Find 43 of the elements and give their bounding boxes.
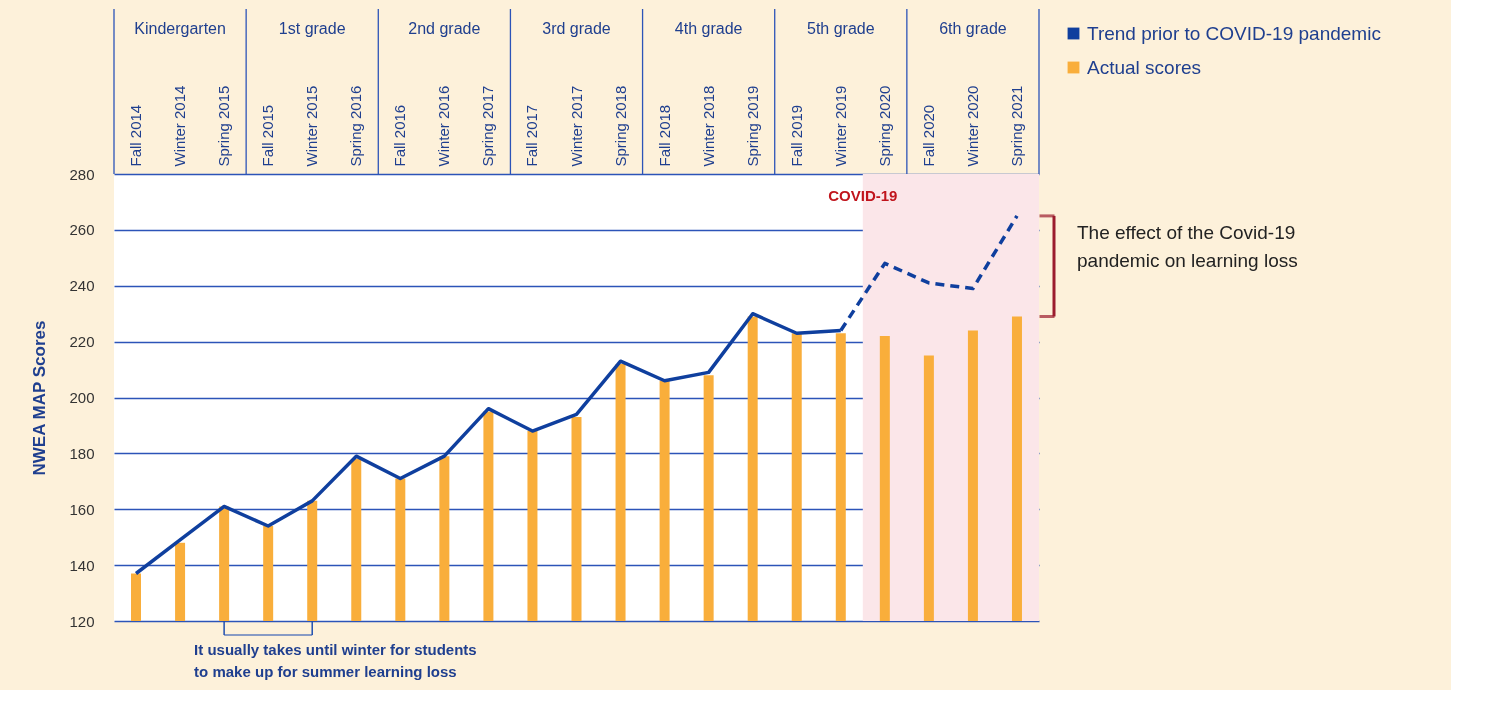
text: Kindergarten [134,20,226,37]
x-tick-label: Winter 2014 [171,85,189,167]
x-tick-label: Spring 2017 [479,85,497,167]
y-tick-label: 280 [69,165,95,183]
x-tick-label: Fall 2014 [127,104,145,167]
x-tick-label: Spring 2015 [215,85,233,167]
x-tick-label: Fall 2015 [259,104,277,167]
x-tick-label: Winter 2016 [435,85,453,167]
x-tick-label: Spring 2020 [875,85,893,167]
text: 1st grade [278,20,346,37]
x-tick-label: Winter 2020 [963,85,981,167]
x-tick-label: Spring 2016 [347,85,365,167]
text: The effect of the Covid-19 pandemic on learning loss [1077,221,1298,271]
x-tick-label: Spring 2021 [1007,85,1025,167]
text: 2nd grade [408,20,481,37]
text: 5th grade [806,20,875,37]
x-tick-label: Winter 2017 [567,85,585,167]
y-tick-label: 260 [69,221,95,239]
band-label: COVID-19 [828,187,898,204]
annotation: It usually takes until winter for students to make up for summer learning loss [194,641,477,680]
x-tick-label: Winter 2018 [699,85,717,167]
y-axis-title: NWEA MAP Scores [30,320,50,476]
y-tick-label: 220 [69,333,95,351]
x-tick-label: Fall 2019 [787,104,805,167]
y-tick-label: 240 [69,277,95,295]
text: 6th grade [939,20,1007,37]
y-tick-label: 180 [69,444,95,462]
x-tick-label: Fall 2016 [391,104,409,167]
text: 4th grade [674,20,743,37]
y-tick-label: 200 [69,389,95,406]
x-tick-label: Winter 2019 [831,85,849,167]
x-tick-label: Spring 2018 [611,85,629,167]
text: 3rd grade [542,20,611,37]
y-tick-label: 160 [69,500,95,518]
x-tick-label: Fall 2018 [655,104,673,167]
y-tick-label: 140 [69,556,95,574]
y-tick-label: 120 [69,612,95,630]
x-tick-label: Fall 2017 [523,104,541,167]
x-tick-label: Spring 2019 [743,85,761,167]
legend-label: Actual scores [1087,56,1202,78]
x-tick-label: Fall 2020 [919,104,937,167]
legend-label: Trend prior to COVID-19 pandemic [1087,22,1381,44]
x-tick-label: Winter 2015 [303,85,321,167]
